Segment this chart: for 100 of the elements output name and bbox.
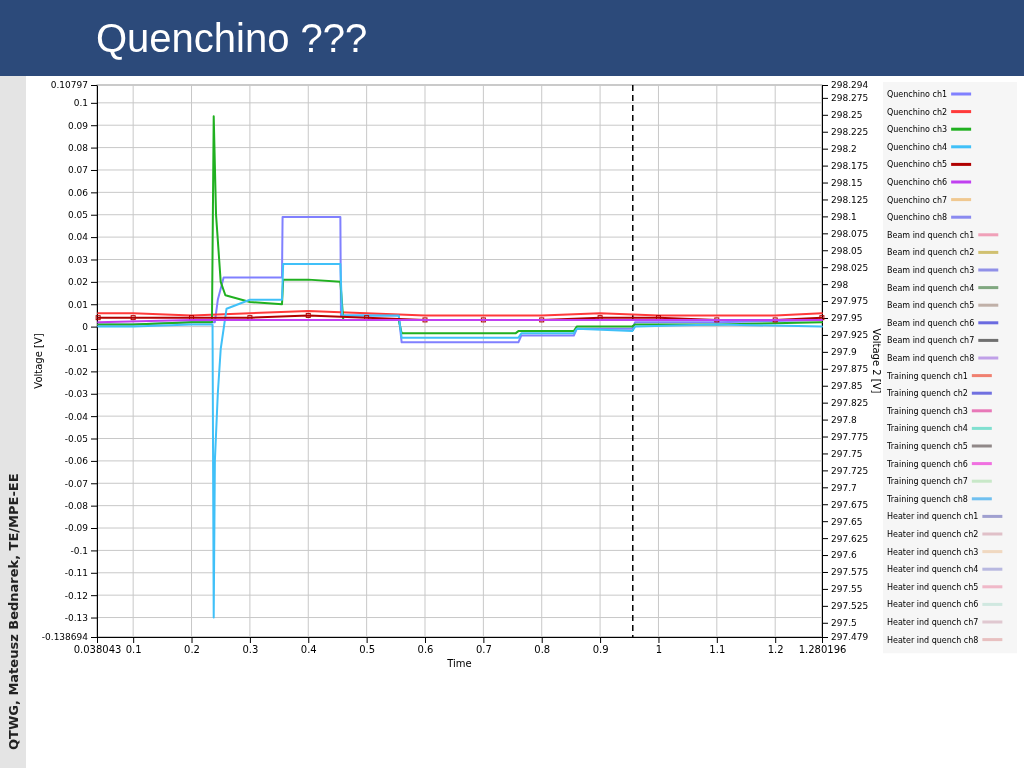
y2-tick-label: 297.95 [831, 313, 863, 324]
y-tick-label: -0.12 [64, 590, 88, 601]
y2-tick-label: 298.15 [831, 177, 863, 188]
y2-tick-label: 298.075 [831, 228, 869, 239]
legend-label: Heater ind quench ch8 [887, 635, 979, 645]
legend-label: Quenchino ch1 [887, 90, 948, 99]
y2-tick-label: 298 [831, 279, 849, 290]
y2-tick-label: 298.25 [831, 110, 863, 121]
legend-label: Heater ind quench ch3 [887, 547, 979, 557]
y-tick-label: 0.10797 [50, 80, 88, 91]
y-tick-label: 0.09 [67, 120, 89, 131]
y2-tick-label: 297.575 [831, 567, 869, 578]
y-tick-label: -0.06 [64, 456, 89, 467]
x-tick-label: 0.2 [184, 644, 200, 656]
legend-label: Training quench ch8 [886, 494, 968, 504]
y-tick-label: 0.01 [67, 299, 88, 310]
y2-tick-label: 297.975 [831, 296, 869, 307]
legend-label: Training quench ch1 [886, 371, 968, 381]
legend-label: Beam ind quench ch5 [887, 301, 975, 311]
y-tick-label: -0.11 [64, 568, 88, 579]
y2-tick-label: 297.6 [831, 550, 858, 561]
x-tick-label: 0.6 [417, 644, 434, 656]
y-tick-label: -0.09 [64, 523, 89, 534]
y2-tick-label: 297.825 [831, 398, 869, 409]
y-tick-label: -0.1 [70, 545, 88, 556]
y2-tick-label: 297.55 [831, 584, 863, 595]
y-tick-label: -0.03 [64, 389, 88, 400]
legend-label: Quenchino ch7 [887, 195, 948, 205]
y2-axis-title: Voltage 2 [V] [871, 328, 882, 394]
x-tick-label: 0.9 [592, 644, 609, 656]
legend-label: Beam ind quench ch6 [887, 318, 975, 328]
y-tick-label: 0.05 [67, 210, 88, 221]
legend-label: Training quench ch2 [886, 389, 968, 399]
y2-tick-label: 297.65 [831, 516, 863, 527]
y-tick-label: 0.02 [67, 277, 88, 288]
y2-tick-label: 297.875 [831, 364, 869, 375]
y2-tick-label: 297.479 [831, 632, 869, 643]
legend-label: Training quench ch4 [886, 424, 968, 434]
legend-label: Training quench ch5 [886, 442, 968, 451]
y2-tick-label: 297.75 [831, 448, 863, 459]
legend-label: Beam ind quench ch8 [887, 354, 975, 363]
legend-label: Training quench ch6 [886, 459, 968, 469]
legend-label: Beam ind quench ch3 [887, 266, 975, 275]
line-series [97, 115, 823, 335]
x-tick-label: 1 [655, 644, 663, 656]
y-tick-label: 0.06 [67, 187, 89, 198]
y2-tick-label: 298.125 [831, 194, 869, 205]
legend-label: Beam ind quench ch1 [887, 230, 975, 240]
y2-tick-label: 298.294 [831, 80, 869, 91]
text: QTWG, Mateusz Bednarek, TE/MPE-EE [6, 473, 21, 750]
legend-label: Beam ind quench ch7 [887, 336, 975, 346]
legend-label: Heater ind quench ch1 [887, 512, 979, 522]
y2-tick-label: 298.225 [831, 127, 869, 138]
y-tick-label: -0.02 [64, 366, 88, 377]
chart-title: Quenchino ??? [96, 16, 368, 60]
legend-label: Quenchino ch5 [887, 160, 948, 170]
y2-tick-label: 297.85 [831, 381, 863, 392]
y-tick-label: 0.03 [67, 254, 88, 265]
legend-label: Training quench ch3 [886, 406, 968, 416]
y2-tick-label: 297.675 [831, 499, 869, 510]
x-axis-title: Time [446, 658, 472, 669]
y-tick-label: -0.04 [64, 411, 89, 422]
legend-label: Quenchino ch6 [887, 178, 948, 187]
y-axis-title: Voltage [V] [33, 333, 44, 389]
legend-label: Beam ind quench ch2 [887, 248, 975, 258]
y2-tick-label: 298.1 [831, 211, 857, 222]
x-tick-label: 0.1 [125, 644, 142, 656]
x-tick-label: 0.038043 [73, 644, 122, 656]
legend-label: Heater ind quench ch2 [887, 530, 979, 539]
y2-tick-label: 298.275 [831, 93, 869, 104]
x-tick-label: 1.1 [709, 644, 726, 656]
y2-tick-label: 297.925 [831, 330, 869, 341]
y2-tick-label: 298.05 [831, 245, 863, 256]
y-tick-label: 0 [82, 322, 89, 332]
legend-label: Quenchino ch3 [887, 125, 948, 135]
x-tick-label: 0.7 [475, 644, 492, 656]
y-tick-label: 0.07 [67, 165, 88, 176]
y-tick-label: -0.01 [64, 344, 88, 355]
y2-tick-label: 297.7 [831, 482, 857, 493]
x-tick-label: 1.280196 [798, 644, 847, 656]
y2-tick-label: 297.9 [831, 347, 858, 358]
legend-label: Quenchino ch4 [887, 142, 948, 152]
line-series [97, 262, 823, 619]
y-tick-label: -0.07 [64, 478, 88, 489]
y2-tick-label: 298.2 [831, 144, 857, 155]
y2-tick-label: 297.525 [831, 601, 869, 612]
y-tick-label: 0.1 [73, 98, 88, 109]
legend-label: Heater ind quench ch5 [887, 582, 979, 592]
legend-label: Heater ind quench ch7 [887, 618, 979, 627]
y2-tick-label: 298.025 [831, 262, 869, 273]
y2-tick-label: 297.8 [831, 414, 858, 425]
legend-label: Quenchino ch8 [887, 213, 948, 223]
y2-tick-label: 298.175 [831, 160, 869, 171]
x-tick-label: 0.5 [359, 644, 376, 656]
y2-tick-label: 297.5 [831, 618, 857, 629]
y2-tick-label: 297.725 [831, 465, 869, 476]
legend-label: Training quench ch7 [886, 477, 968, 487]
x-tick-label: 0.8 [534, 644, 551, 656]
legend-label: Beam ind quench ch4 [887, 283, 975, 293]
y-tick-label: -0.13 [64, 612, 88, 623]
